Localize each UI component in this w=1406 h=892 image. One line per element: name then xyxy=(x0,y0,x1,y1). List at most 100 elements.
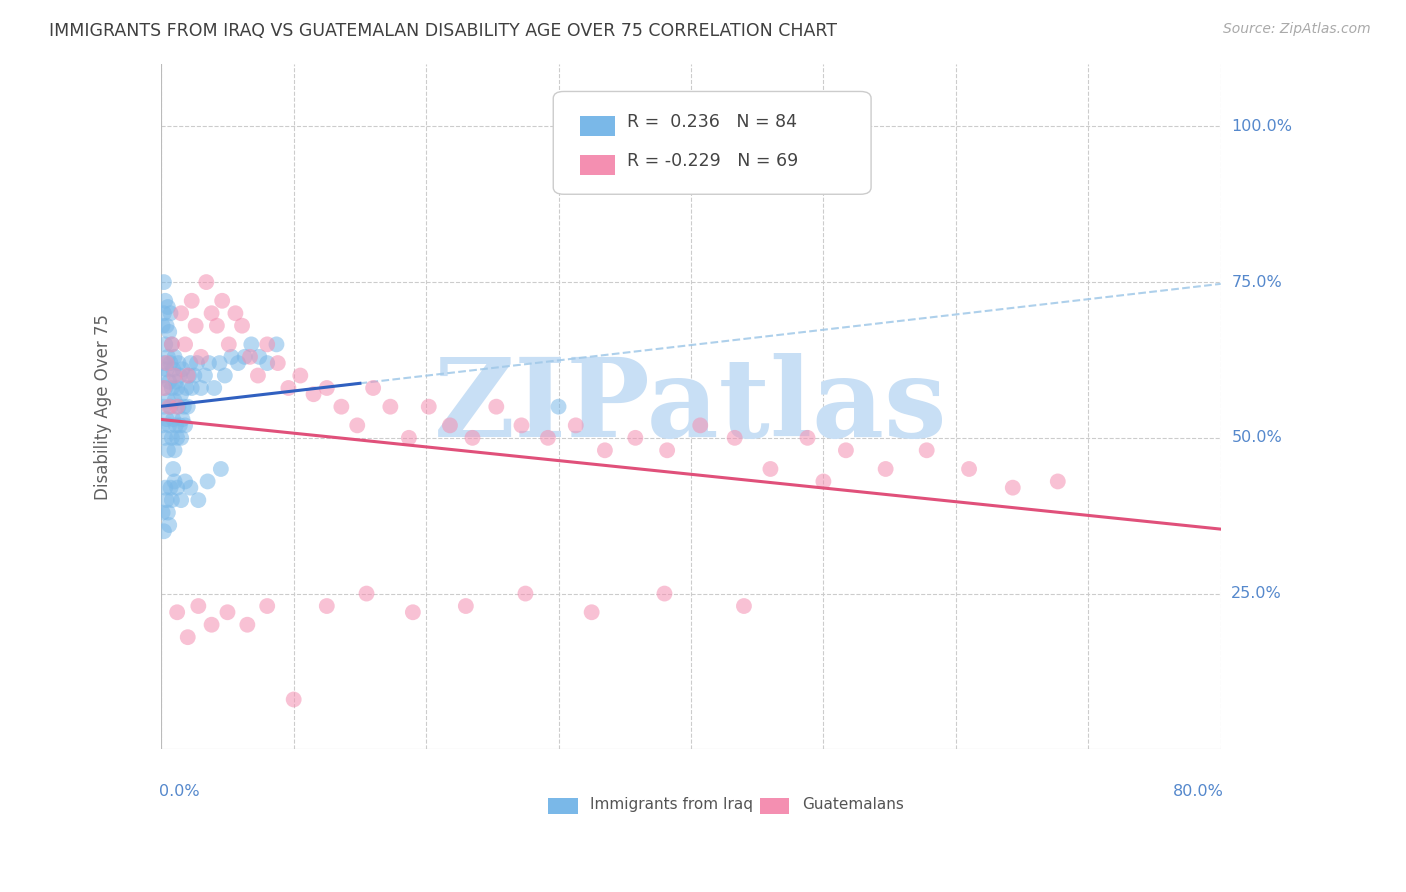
Point xyxy=(209,462,232,476)
FancyBboxPatch shape xyxy=(579,116,614,136)
Point xyxy=(163,475,186,489)
Point xyxy=(239,350,262,364)
Point xyxy=(190,350,212,364)
Point xyxy=(160,381,183,395)
Text: 100.0%: 100.0% xyxy=(1232,119,1292,134)
Point xyxy=(380,400,402,414)
Point xyxy=(197,475,219,489)
Point xyxy=(166,400,188,414)
Point xyxy=(180,293,202,308)
Point xyxy=(172,412,194,426)
Point xyxy=(510,418,533,433)
Point xyxy=(169,368,191,383)
Point xyxy=(157,518,180,533)
Point xyxy=(156,393,179,408)
Point xyxy=(655,443,678,458)
Point xyxy=(160,337,183,351)
Point xyxy=(170,387,193,401)
Point xyxy=(439,418,461,433)
Point xyxy=(290,368,312,383)
Point xyxy=(202,381,225,395)
Point xyxy=(195,275,218,289)
Point xyxy=(163,350,186,364)
Point xyxy=(157,375,180,389)
Point xyxy=(165,375,187,389)
Point xyxy=(177,400,200,414)
Text: IMMIGRANTS FROM IRAQ VS GUATEMALAN DISABILITY AGE OVER 75 CORRELATION CHART: IMMIGRANTS FROM IRAQ VS GUATEMALAN DISAB… xyxy=(49,22,837,40)
Text: ZIPatlas: ZIPatlas xyxy=(434,353,948,460)
Point xyxy=(157,400,180,414)
Point xyxy=(152,418,174,433)
Point xyxy=(330,400,353,414)
Point xyxy=(160,493,183,508)
Point xyxy=(155,293,177,308)
Point xyxy=(170,493,193,508)
Point xyxy=(537,431,560,445)
Point xyxy=(157,418,180,433)
Point xyxy=(153,306,176,320)
Point xyxy=(167,356,190,370)
Point xyxy=(226,356,249,370)
Point xyxy=(156,506,179,520)
Point xyxy=(515,586,537,600)
Point xyxy=(174,337,197,351)
Point xyxy=(190,381,212,395)
Point xyxy=(160,337,183,351)
Point xyxy=(152,318,174,333)
Point xyxy=(200,617,222,632)
Text: Guatemalans: Guatemalans xyxy=(803,797,904,813)
Point xyxy=(1001,481,1024,495)
Point xyxy=(267,356,290,370)
Text: 0.0%: 0.0% xyxy=(159,783,200,798)
Point xyxy=(236,617,259,632)
Point xyxy=(155,493,177,508)
Point xyxy=(277,381,299,395)
Point xyxy=(180,381,202,395)
Point xyxy=(162,362,184,376)
Point xyxy=(172,362,194,376)
Point xyxy=(155,412,177,426)
Point xyxy=(315,381,337,395)
Point xyxy=(155,381,177,395)
Point xyxy=(581,605,603,619)
Point xyxy=(166,381,188,395)
Point xyxy=(179,481,201,495)
Point xyxy=(156,443,179,458)
Point xyxy=(159,306,181,320)
Point xyxy=(418,400,440,414)
Point xyxy=(152,368,174,383)
Point xyxy=(835,443,858,458)
Point xyxy=(174,475,197,489)
Point xyxy=(153,524,176,539)
Point xyxy=(957,462,980,476)
Point xyxy=(153,381,176,395)
Point xyxy=(547,400,569,414)
Point xyxy=(208,356,231,370)
Point xyxy=(217,605,239,619)
Point xyxy=(246,368,269,383)
Point xyxy=(266,337,288,351)
Point xyxy=(155,431,177,445)
Point xyxy=(155,318,177,333)
Point xyxy=(187,599,209,613)
Point xyxy=(155,337,177,351)
Point xyxy=(221,350,243,364)
Text: Immigrants from Iraq: Immigrants from Iraq xyxy=(591,797,754,813)
Point xyxy=(233,350,256,364)
Point xyxy=(402,605,425,619)
Point xyxy=(166,481,188,495)
Point xyxy=(159,356,181,370)
Point xyxy=(170,306,193,320)
Point xyxy=(163,393,186,408)
Point xyxy=(162,412,184,426)
Point xyxy=(256,599,278,613)
FancyBboxPatch shape xyxy=(548,798,578,814)
Point xyxy=(194,368,217,383)
Point xyxy=(356,586,378,600)
Point xyxy=(283,692,305,706)
Point xyxy=(875,462,897,476)
Point xyxy=(169,418,191,433)
Point xyxy=(177,368,200,383)
Point xyxy=(176,381,198,395)
Point xyxy=(183,368,205,383)
